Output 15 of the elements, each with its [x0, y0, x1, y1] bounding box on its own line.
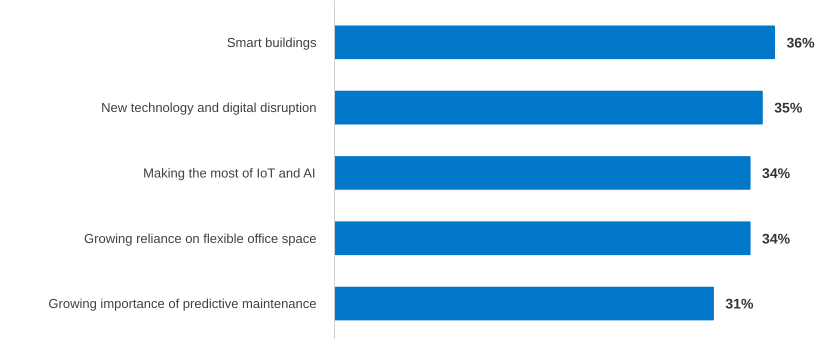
y-tick-label: Growing importance of predictive maintenance [48, 296, 317, 312]
y-tick-label: New technology and digital disruption [101, 100, 316, 116]
y-tick-label: Making the most of IoT and AI [143, 165, 316, 180]
bar [334, 221, 751, 256]
bar [334, 90, 763, 124]
bar [334, 25, 775, 60]
y-tick-label: Growing reliance on flexible office space [84, 230, 317, 246]
bar [334, 156, 751, 190]
data-label: 34% [762, 164, 791, 181]
data-label: 35% [774, 100, 803, 116]
bar [334, 286, 714, 320]
y-tick-label: Smart buildings [226, 34, 317, 50]
data-label: 36% [786, 34, 816, 50]
data-label: 34% [762, 230, 791, 246]
data-label: 31% [725, 296, 754, 312]
